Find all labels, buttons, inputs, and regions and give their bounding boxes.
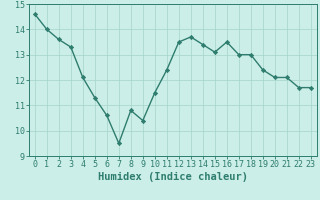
X-axis label: Humidex (Indice chaleur): Humidex (Indice chaleur) [98,172,248,182]
